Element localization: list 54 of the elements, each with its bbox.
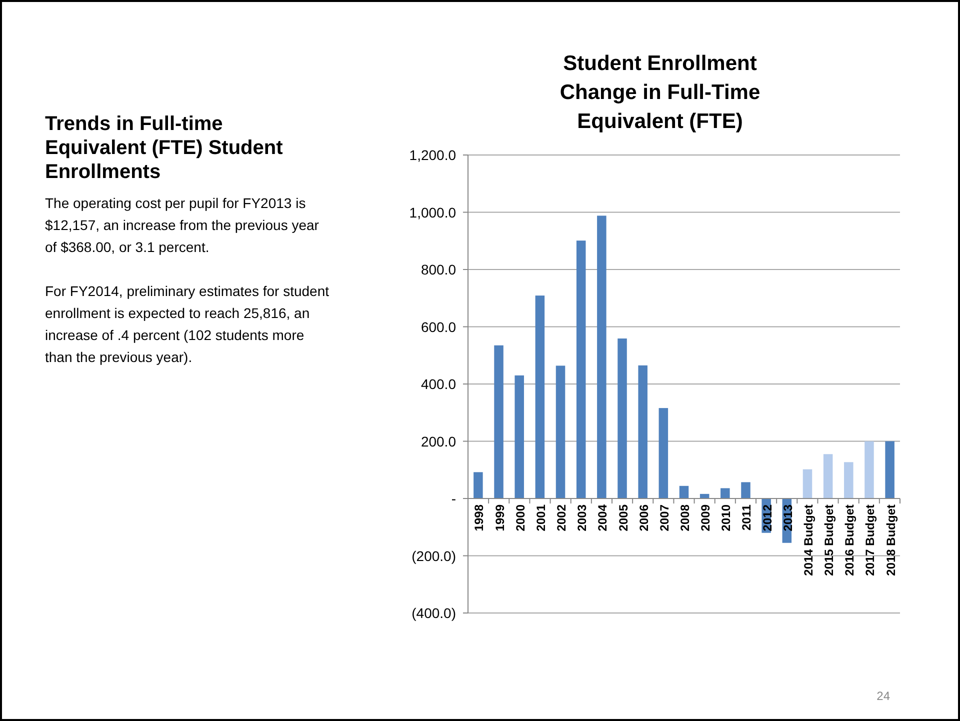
x-tick-label: 2008 — [678, 504, 692, 532]
x-tick-label: 2013 — [780, 504, 795, 532]
bar — [535, 296, 545, 498]
y-tick-label: - — [451, 490, 456, 506]
bar — [514, 375, 524, 498]
bar — [494, 345, 504, 498]
x-tick-label: 2005 — [616, 504, 630, 532]
bar — [720, 488, 730, 498]
text: For FY2014, preliminary estimates for student enrollment is expected to reach 25,816, an increase of .4 percent (102 students more than the previous year). — [45, 283, 330, 365]
chart-title: Student Enrollment — [563, 52, 757, 75]
bar — [576, 240, 586, 498]
x-tick-label: 2018 Budget — [884, 504, 898, 576]
y-tick-label: 200.0 — [420, 433, 456, 450]
bar — [864, 441, 874, 498]
bar — [823, 454, 833, 498]
text: Trends in Full-time Equivalent (FTE) Student Enrollments — [45, 113, 284, 183]
x-tick-label: 2016 Budget — [842, 504, 857, 576]
text: 24 — [876, 689, 890, 703]
x-tick-label: 1999 — [492, 504, 507, 532]
x-tick-label: 2015 Budget — [822, 504, 836, 576]
bar — [556, 366, 566, 498]
x-tick-label: 2006 — [636, 504, 651, 532]
x-tick-label: 2011 — [740, 504, 754, 531]
bar — [741, 482, 750, 498]
x-tick-label: 2010 — [719, 504, 734, 532]
y-tick-label: 1,000.0 — [409, 204, 456, 220]
chart-subtitle: Change in Full-Time Equivalent (FTE) — [560, 81, 760, 133]
x-tick-label: 2003 — [575, 504, 590, 532]
y-tick-label: 400.0 — [420, 376, 456, 392]
text: The operating cost per pupil for FY2013 is $12,157, an increase from the previous year of $368.00, or 3.1 percent. — [45, 195, 320, 255]
bar — [885, 441, 894, 498]
bar — [597, 216, 606, 498]
bar — [679, 486, 689, 498]
x-tick-label: 2014 Budget — [801, 504, 816, 576]
bar — [802, 469, 812, 498]
bar — [618, 338, 627, 498]
x-tick-label: 2009 — [698, 504, 713, 532]
x-tick-label: 2000 — [513, 504, 528, 532]
bar — [474, 472, 483, 498]
x-tick-label: 2001 — [534, 504, 548, 532]
x-tick-label: 1998 — [472, 504, 486, 532]
bar — [638, 365, 648, 498]
y-tick-label: 1,200.0 — [409, 147, 456, 163]
y-tick-label: 600.0 — [420, 318, 456, 335]
x-tick-label: 2012 — [760, 504, 774, 532]
x-tick-label: 2002 — [554, 504, 569, 532]
x-tick-label: 2017 Budget — [863, 504, 878, 576]
bar — [658, 408, 668, 498]
x-tick-label: 2004 — [596, 504, 610, 532]
y-tick-label: (400.0) — [412, 605, 456, 621]
y-tick-label: 800.0 — [420, 262, 456, 278]
y-tick-label: (200.0) — [412, 548, 456, 564]
x-tick-label: 2007 — [657, 504, 672, 532]
bar — [844, 462, 854, 498]
